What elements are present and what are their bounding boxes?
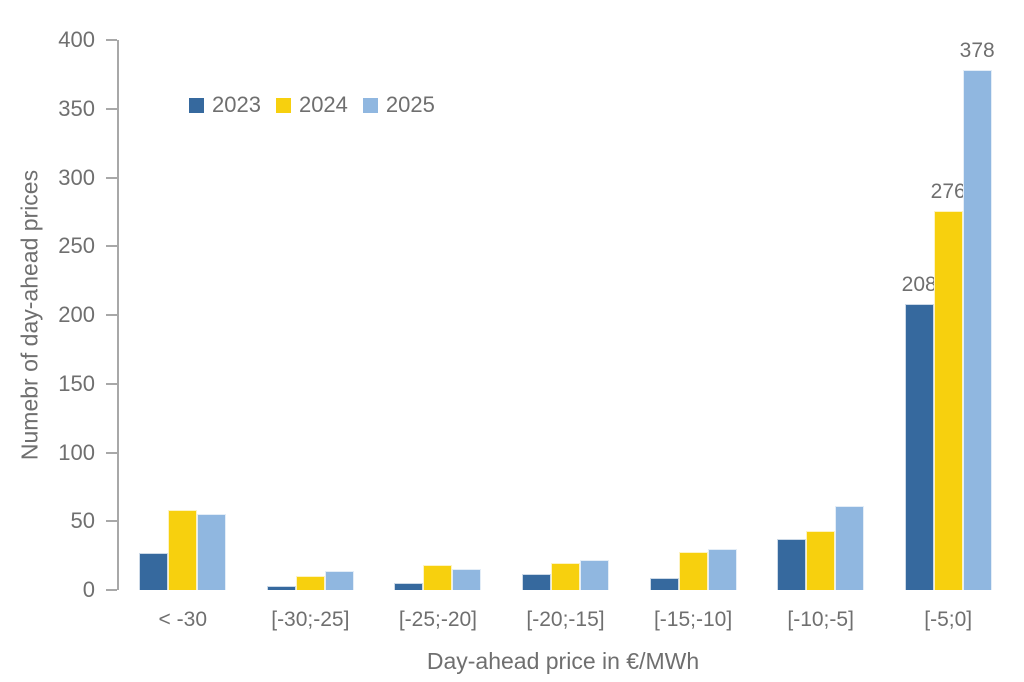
- y-tick-mark: [106, 382, 117, 385]
- x-tick-label: [-5;0]: [924, 608, 973, 631]
- legend-item-2023: 2023: [189, 92, 261, 118]
- y-tick-label: 250: [58, 233, 95, 259]
- y-tick-label: 350: [58, 95, 95, 121]
- plot-area: 2023 2024 2025 0 50 100 150 200 250 300 350 400 < -…: [58, 27, 1012, 631]
- y-tick-label: 400: [58, 27, 95, 52]
- bar-2023-5: [777, 539, 807, 590]
- y-tick-mark: [106, 451, 117, 454]
- bar-2024-4: [678, 551, 708, 590]
- y-tick-mark: [106, 520, 117, 523]
- y-tick-mark: [106, 176, 117, 179]
- bar-group: [266, 570, 354, 590]
- bar-2023-1: [266, 585, 296, 590]
- bar-group: [777, 506, 865, 590]
- bar-group: [139, 510, 227, 590]
- y-tick-mark: [106, 39, 117, 41]
- bar-2024-2: [423, 565, 453, 590]
- bar-group: [522, 559, 609, 590]
- legend-label: 2023: [212, 92, 261, 117]
- bar-group: [394, 565, 482, 590]
- bar-2024-6: 276: [931, 180, 966, 590]
- bar-2023-3: [522, 573, 551, 590]
- y-tick-mark: [106, 314, 117, 316]
- x-axis-title: Day-ahead price in €/MWh: [426, 648, 700, 674]
- bar-2025-6: 378: [960, 39, 995, 590]
- bar-value-label: 276: [930, 179, 966, 203]
- bar-2025-1: [324, 570, 354, 590]
- bar-2023-0: [139, 552, 169, 590]
- bar-2025-2: [452, 569, 482, 590]
- legend-swatch-icon: [189, 97, 204, 113]
- bar-2023-4: [649, 577, 679, 590]
- legend-label: 2024: [298, 92, 348, 117]
- y-tick-label: 100: [58, 439, 95, 465]
- x-tick-label: [-15;-10]: [653, 608, 733, 631]
- y-tick-mark: [106, 245, 117, 248]
- legend-item-2024: 2024: [275, 92, 348, 118]
- legend-label: 2025: [385, 92, 435, 117]
- x-tick-label: [-30;-25]: [271, 608, 350, 631]
- x-tick-label: [-20;-15]: [526, 608, 605, 631]
- x-tick-label: < -30: [158, 608, 208, 631]
- bar-2024-1: [295, 576, 325, 590]
- bar-2023-6: 208: [902, 273, 937, 590]
- bar-group: [649, 548, 737, 590]
- y-tick-label: 300: [58, 164, 95, 190]
- legend-swatch-icon: [275, 97, 291, 113]
- bar-value-label: 378: [959, 39, 995, 63]
- bar-2023-2: [394, 583, 424, 590]
- bar-2024-3: [551, 562, 580, 590]
- x-tick-label: [-25;-20]: [398, 608, 478, 631]
- x-tick-label: [-10;-5]: [787, 608, 854, 631]
- y-tick-label: 200: [58, 302, 95, 327]
- bar-value-label: 208: [901, 273, 937, 296]
- bar-group: 208 276 378: [902, 39, 995, 590]
- y-tick-label: 150: [58, 370, 95, 396]
- bar-2025-3: [580, 559, 609, 590]
- y-tick-mark: [106, 107, 117, 110]
- legend-item-2025: 2025: [362, 92, 435, 118]
- legend-swatch-icon: [362, 97, 378, 113]
- legend: 2023 2024 2025: [189, 92, 435, 118]
- y-tick-mark: [106, 589, 117, 591]
- y-tick-label: 0: [82, 577, 95, 602]
- bar-2024-0: [168, 510, 198, 590]
- bar-2025-0: [197, 514, 227, 590]
- bar-2025-5: [835, 506, 865, 590]
- bar-2024-5: [806, 530, 836, 590]
- y-tick-label: 50: [70, 508, 95, 534]
- bar-2025-4: [707, 548, 737, 590]
